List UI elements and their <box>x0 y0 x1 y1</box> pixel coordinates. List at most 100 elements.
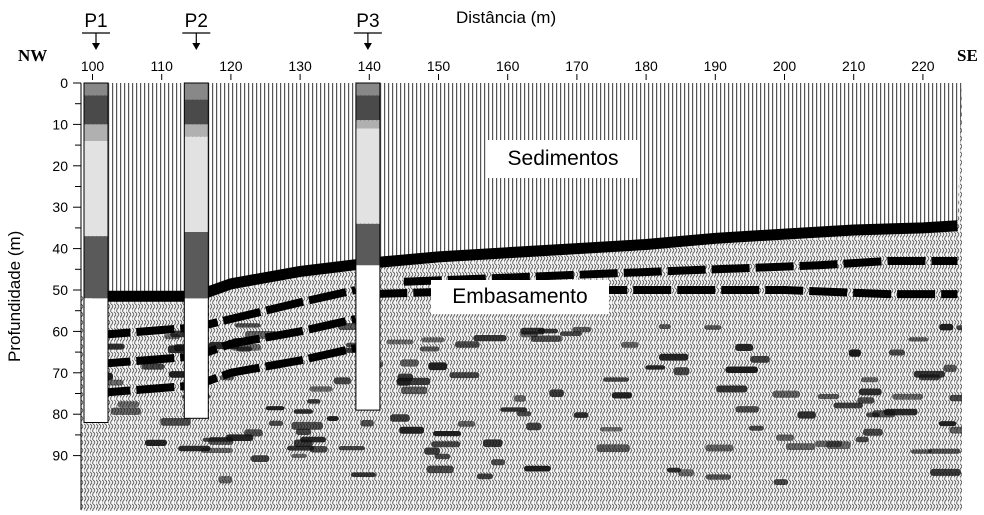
borehole-layer <box>184 232 209 299</box>
x-tick-label: 180 <box>634 58 658 74</box>
diffraction-patch <box>428 362 448 371</box>
borehole-layer <box>84 298 108 423</box>
diffraction-patch <box>716 385 748 393</box>
y-tick-label: 80 <box>52 406 68 422</box>
basement-label: Embasamento <box>431 280 609 314</box>
borehole-layer <box>84 236 108 299</box>
borehole-layer <box>355 95 380 121</box>
diffraction-patch <box>513 395 526 402</box>
borehole-outline <box>83 82 109 423</box>
diffraction-patch <box>178 445 211 452</box>
diffraction-patch <box>490 459 506 466</box>
diffraction-patch <box>928 448 961 454</box>
borehole-layer <box>84 141 108 237</box>
borehole-layer <box>184 124 209 137</box>
x-tick-label: 120 <box>219 58 243 74</box>
borehole-layer <box>355 128 380 224</box>
diffraction-patch <box>117 401 140 408</box>
borehole-layer <box>84 95 108 125</box>
diffraction-patch <box>295 428 312 435</box>
borehole-label: P1 <box>84 11 107 32</box>
diffraction-patch <box>817 394 840 400</box>
diffraction-patch <box>678 469 695 477</box>
diffraction-patch <box>559 331 583 336</box>
x-tick-label: 150 <box>427 58 451 74</box>
diffraction-patch <box>173 344 187 352</box>
diffraction-patch <box>725 366 758 373</box>
diffraction-patch <box>704 325 722 330</box>
diffraction-patch <box>110 407 141 415</box>
borehole-layer <box>355 120 380 129</box>
diffraction-patch <box>457 421 476 427</box>
y-tick-label: 0 <box>60 75 68 91</box>
diffraction-patch <box>431 441 461 448</box>
diffraction-patch <box>855 436 869 443</box>
diffraction-patch <box>573 412 589 418</box>
diffraction-patch <box>390 414 410 422</box>
diffraction-patch <box>399 426 425 434</box>
diffraction-patch <box>572 326 592 333</box>
plot-axes: 100 110 120 130 140 150 160 170 180 190 200 210 220 0… <box>52 58 935 510</box>
diffraction-patch <box>705 444 734 452</box>
diffraction-patch <box>234 323 261 328</box>
x-tick-label: 210 <box>842 58 866 74</box>
borehole-layer <box>184 99 209 125</box>
diffraction-patch <box>860 377 879 383</box>
diffraction-patch <box>797 411 816 419</box>
diffraction-patch <box>424 447 440 455</box>
deep-reflector-1 <box>92 286 357 340</box>
diffraction-patch <box>516 411 532 417</box>
x-tick-label: 200 <box>773 58 797 74</box>
borehole-p3: P3 <box>353 11 382 411</box>
borehole-layer <box>355 223 380 266</box>
deep-reflector-3 <box>92 344 357 398</box>
diffraction-patch <box>244 429 263 437</box>
diffraction-patch <box>300 436 326 443</box>
diffraction-patch <box>164 333 181 340</box>
diffraction-patch <box>386 339 414 345</box>
se-direction-label: SE <box>957 46 978 65</box>
diffraction-patch <box>939 323 954 331</box>
diffraction-patch <box>750 356 770 363</box>
x-tick-label: 160 <box>496 58 520 74</box>
borehole-columns: P1 P2 P3 <box>82 11 382 423</box>
diffraction-patch <box>105 343 125 350</box>
diffraction-patch <box>599 427 623 432</box>
diffraction-patch <box>400 359 419 367</box>
borehole-label: P3 <box>356 11 379 32</box>
diffraction-patch <box>483 439 503 448</box>
nw-direction-label: NW <box>18 46 48 65</box>
diffraction-patch <box>930 468 961 476</box>
borehole-layer <box>355 265 380 411</box>
diffraction-patch <box>144 439 167 446</box>
diffraction-patch <box>943 364 957 372</box>
y-tick-label: 30 <box>52 199 68 215</box>
diffraction-patch <box>611 392 633 399</box>
y-tick-label: 90 <box>52 448 68 464</box>
diffraction-patch <box>785 443 816 450</box>
diffraction-patch <box>287 445 315 451</box>
borehole-layer <box>184 136 209 232</box>
diffraction-patch <box>772 390 800 398</box>
diffraction-patch <box>268 420 284 426</box>
x-tick-label: 170 <box>565 58 589 74</box>
diffraction-patch <box>658 324 671 329</box>
borehole-outline <box>183 82 209 419</box>
diffraction-patch <box>773 479 789 485</box>
borehole-layer <box>184 83 209 100</box>
diffraction-patch <box>888 349 905 356</box>
diffraction-patch <box>949 394 962 402</box>
diffraction-patch <box>419 346 440 352</box>
y-tick-label: 60 <box>52 323 68 339</box>
y-tick-label: 70 <box>52 365 68 381</box>
sediments-label: Sedimentos <box>486 140 640 178</box>
diffraction-patch <box>863 428 883 436</box>
diffraction-patch <box>833 402 863 409</box>
diffraction-patch <box>218 476 233 484</box>
borehole-layer <box>184 298 209 419</box>
diffraction-patch <box>645 365 666 370</box>
diffraction-patch <box>530 335 562 342</box>
diffraction-patch <box>449 372 480 379</box>
diffraction-patch <box>735 343 754 351</box>
diffraction-patch <box>524 465 551 472</box>
